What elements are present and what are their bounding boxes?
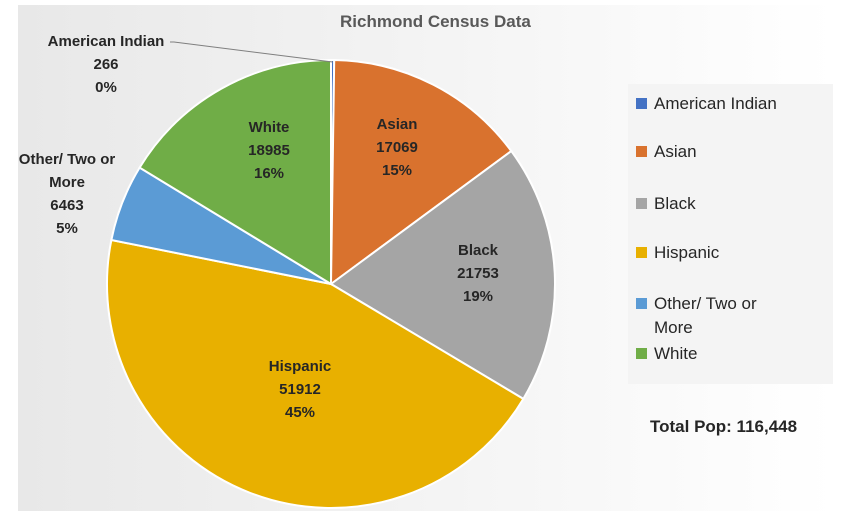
pie-slice-hispanic — [106, 238, 525, 509]
slice-label-other-two-or-more: Other/ Two or More 6463 5% — [19, 148, 115, 240]
legend-swatch — [636, 146, 647, 157]
slice-label-american-indian: American Indian 266 0% — [48, 30, 165, 99]
slice-label-line: 21753 — [457, 265, 499, 282]
legend-item-hispanic: Hispanic — [636, 241, 719, 265]
legend-label-line: Hispanic — [654, 243, 720, 262]
legend-label: Other/ Two or More — [654, 292, 757, 340]
legend-label: Black — [654, 192, 696, 216]
legend-item-american-indian: American Indian — [636, 92, 777, 116]
pie-slice-white — [138, 58, 332, 286]
legend-swatch — [636, 348, 647, 359]
legend-label-line: Other/ Two or — [654, 294, 757, 313]
slice-label-line: 0% — [95, 79, 117, 96]
slice-label-line: 19% — [462, 288, 494, 305]
slice-label-line: 5% — [56, 220, 78, 237]
slice-label-line: 17069 — [376, 139, 418, 156]
legend-label-line: American Indian — [654, 94, 777, 113]
legend-item-other-two-or-more: Other/ Two or More — [636, 292, 757, 340]
slice-label-white: White 18985 16% — [248, 116, 290, 185]
legend-item-white: White — [636, 342, 697, 366]
pie-slice-asian — [329, 59, 513, 287]
slice-label-line: American Indian — [47, 33, 165, 50]
legend-swatch — [636, 298, 647, 309]
total-population-annotation: Total Pop: 116,448 — [650, 417, 798, 436]
slice-label-line: More — [49, 174, 85, 191]
slice-label-asian: Asian 17069 15% — [376, 113, 418, 182]
slice-label-line: 45% — [284, 404, 316, 421]
slice-label-line: Black — [457, 242, 499, 259]
legend-label: American Indian — [654, 92, 777, 116]
legend-label-line: White — [654, 344, 698, 363]
legend-label-line: Asian — [654, 142, 697, 161]
legend-label-line: More — [654, 318, 693, 337]
slice-label-line: White — [248, 119, 290, 136]
chart-legend: American Indian Asian Black Hispanic Other/ … — [628, 84, 833, 384]
slice-label-line: Asian — [376, 116, 418, 133]
slice-label-line: 16% — [253, 165, 285, 182]
chart-title: Richmond Census Data — [340, 12, 531, 31]
legend-item-black: Black — [636, 192, 696, 216]
slice-label-line: Hispanic — [268, 358, 332, 375]
slice-label-hispanic: Hispanic 51912 45% — [269, 355, 332, 424]
slice-label-line: 266 — [93, 56, 119, 73]
legend-label: Asian — [654, 140, 697, 164]
slice-label-line: 15% — [381, 162, 413, 179]
slice-label-black: Black 21753 19% — [457, 239, 499, 308]
pie-slice-black — [329, 149, 556, 401]
slice-label-line: 18985 — [248, 142, 290, 159]
legend-label: White — [654, 342, 697, 366]
legend-item-asian: Asian — [636, 140, 697, 164]
legend-swatch — [636, 98, 647, 109]
legend-swatch — [636, 198, 647, 209]
slice-label-line: Other/ Two or — [18, 151, 116, 168]
legend-swatch — [636, 247, 647, 258]
legend-label: Hispanic — [654, 241, 719, 265]
slice-label-line: 51912 — [279, 381, 321, 398]
slice-label-line: 6463 — [50, 197, 84, 214]
legend-label-line: Black — [654, 194, 696, 213]
leader-line-american-indian — [170, 41, 333, 63]
